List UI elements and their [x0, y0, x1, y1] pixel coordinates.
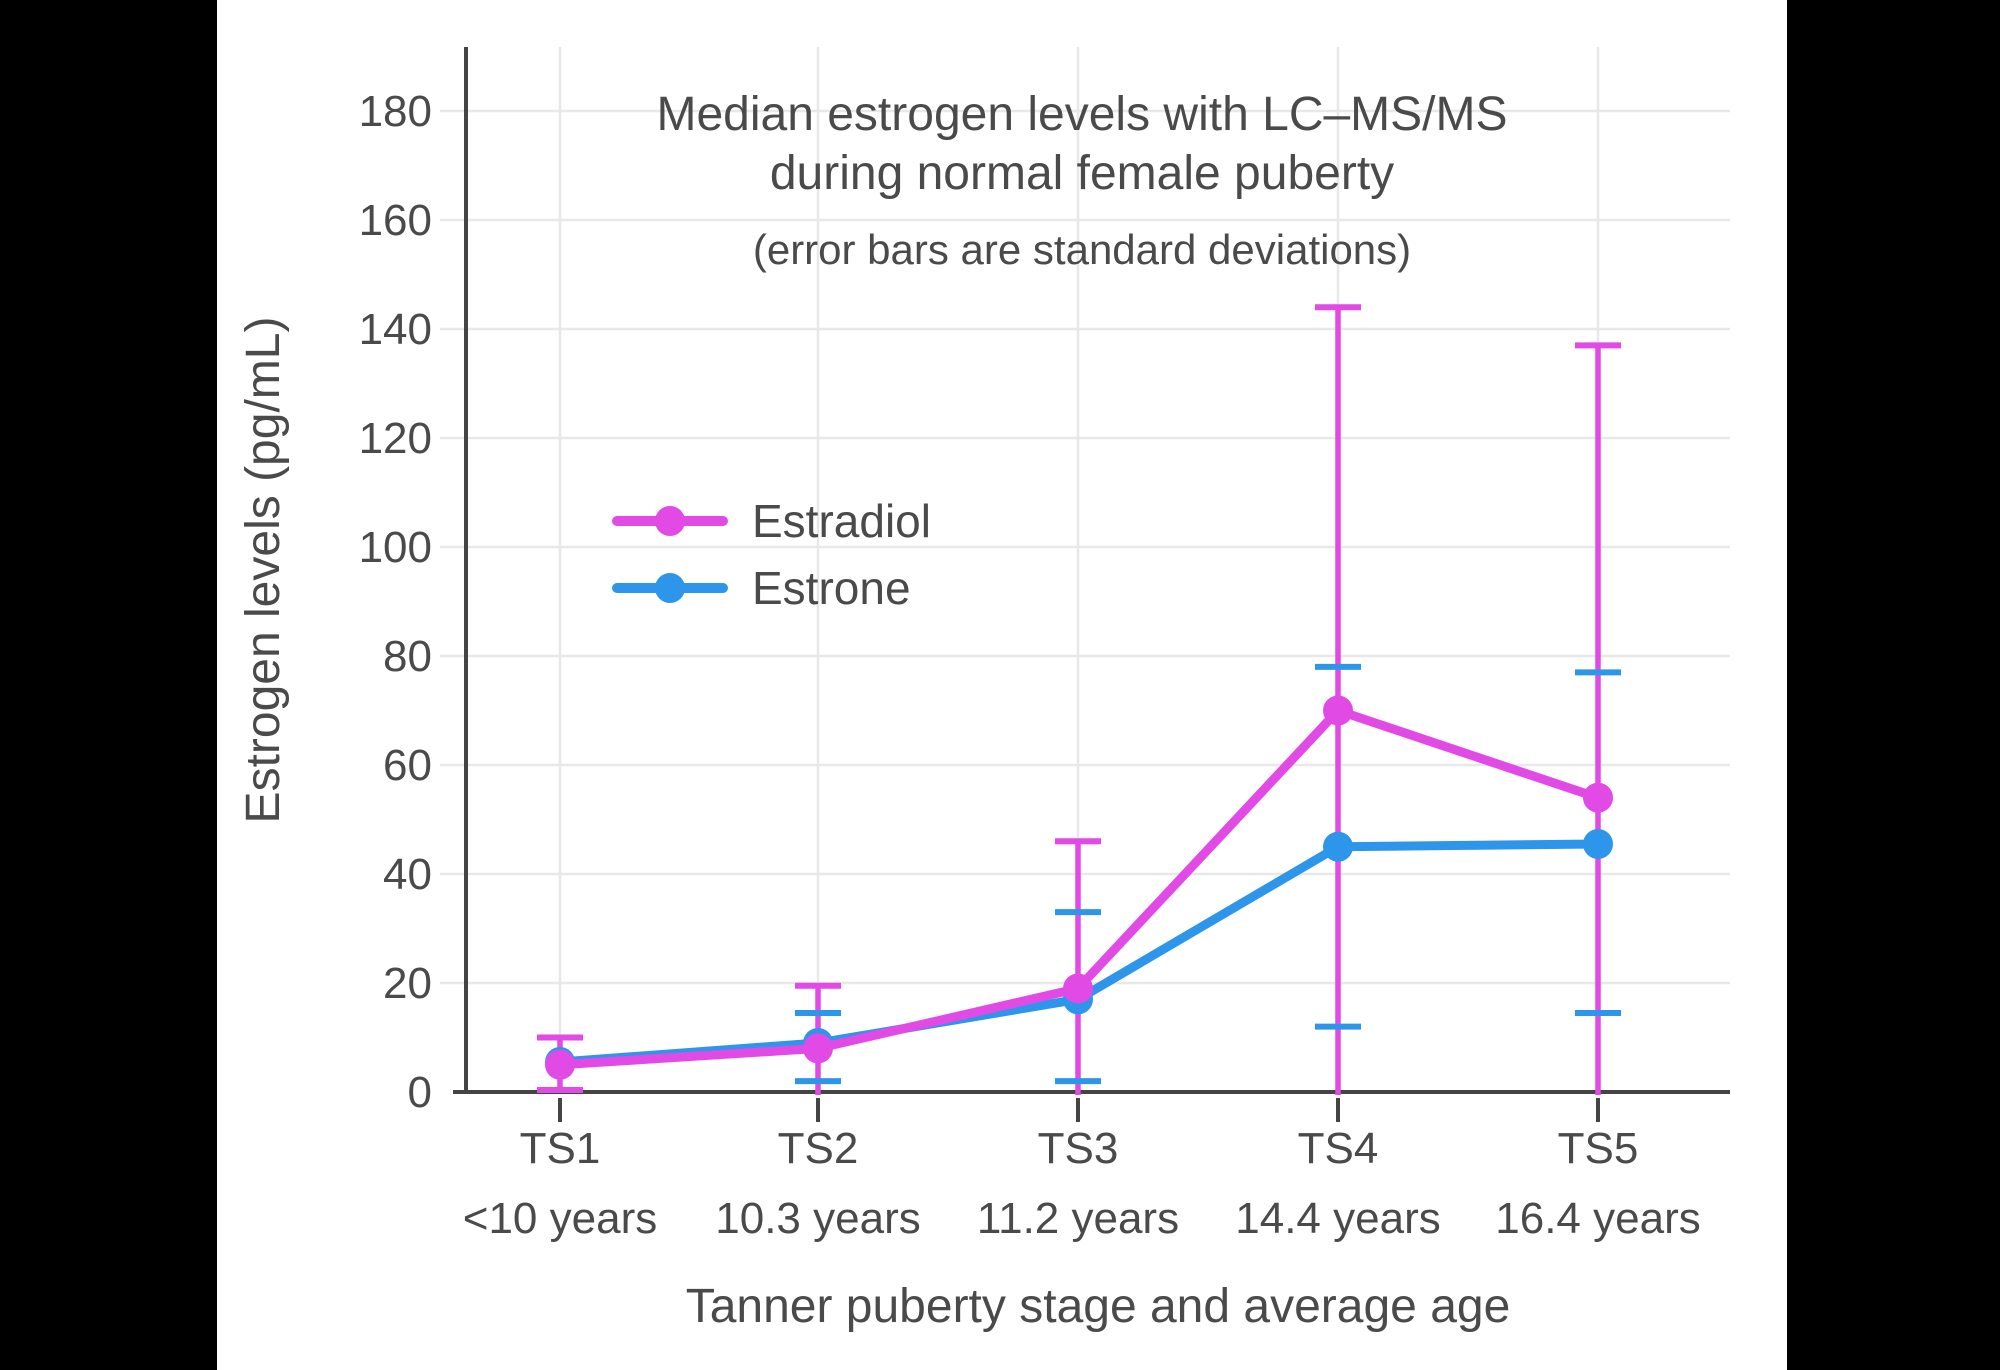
estradiol-point-TS3 — [1063, 973, 1093, 1004]
y-tick-label: 60 — [383, 741, 432, 790]
estrone-point-TS4 — [1323, 831, 1353, 862]
chart-subtitle: (error bars are standard deviations) — [753, 226, 1411, 273]
y-tick-label: 40 — [383, 850, 432, 899]
x-age-label: 16.4 years — [1495, 1194, 1700, 1243]
x-stage-label: TS5 — [1558, 1124, 1639, 1173]
plot-layer: 0 20 40 60 80 100 120 140 160 180 TS1 <10 years TS2 1… — [359, 47, 1730, 1243]
x-age-label: 14.4 years — [1235, 1194, 1440, 1243]
estrogen-chart: 0 20 40 60 80 100 120 140 160 180 TS1 <10 years TS2 1… — [237, 47, 1730, 1333]
y-tick-label: 160 — [359, 196, 432, 245]
estradiol-point-TS1 — [545, 1049, 575, 1080]
y-tick-label: 140 — [359, 305, 432, 354]
x-stage-label: TS3 — [1038, 1124, 1119, 1173]
estradiol-point-TS4 — [1323, 695, 1353, 726]
legend-label-estradiol: Estradiol — [752, 495, 931, 547]
x-age-label: <10 years — [463, 1194, 657, 1243]
chart-title-line1: Median estrogen levels with LC–MS/MS — [656, 88, 1507, 141]
legend-marker-estrone — [655, 573, 685, 603]
y-tick-label: 80 — [383, 632, 432, 681]
legend-marker-estradiol — [655, 506, 685, 536]
estrone-point-TS5 — [1583, 829, 1613, 860]
y-tick-label: 180 — [359, 87, 432, 136]
y-tick-label: 120 — [359, 414, 432, 463]
legend-label-estrone: Estrone — [752, 562, 911, 614]
x-stage-label: TS4 — [1298, 1124, 1379, 1173]
y-tick-label: 100 — [359, 523, 432, 572]
x-stage-label: TS1 — [520, 1124, 601, 1173]
x-stage-label: TS2 — [778, 1124, 859, 1173]
legend: Estradiol Estrone — [612, 495, 931, 614]
y-tick-label: 0 — [408, 1068, 432, 1117]
x-age-label: 10.3 years — [715, 1194, 920, 1243]
y-tick-label: 20 — [383, 959, 432, 1008]
estradiol-point-TS2 — [803, 1033, 833, 1064]
chart-canvas: 0 20 40 60 80 100 120 140 160 180 TS1 <10 years TS2 1… — [217, 0, 1787, 1370]
y-axis-title: Estrogen levels (pg/mL) — [237, 317, 290, 824]
x-age-label: 11.2 years — [977, 1194, 1179, 1243]
x-axis-title: Tanner puberty stage and average age — [686, 1280, 1511, 1333]
chart-title-line2: during normal female puberty — [770, 147, 1394, 200]
estradiol-point-TS5 — [1583, 782, 1613, 813]
